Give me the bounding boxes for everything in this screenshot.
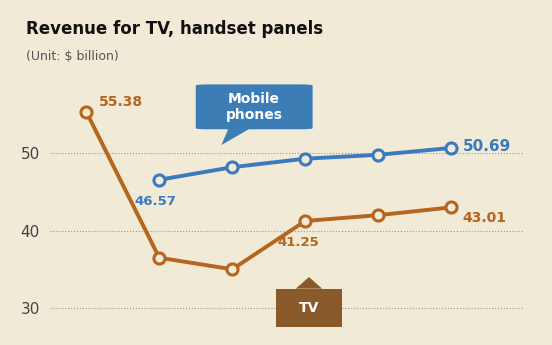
FancyBboxPatch shape xyxy=(196,85,312,129)
Text: 46.57: 46.57 xyxy=(135,195,177,208)
Text: TV: TV xyxy=(299,301,319,315)
Polygon shape xyxy=(221,128,251,145)
Text: 55.38: 55.38 xyxy=(99,95,144,109)
Text: (Unit: $ billion): (Unit: $ billion) xyxy=(26,50,119,63)
Text: 43.01: 43.01 xyxy=(463,211,506,225)
Polygon shape xyxy=(296,277,322,289)
Text: 41.25: 41.25 xyxy=(277,236,319,249)
Text: Mobile
phones: Mobile phones xyxy=(226,92,283,122)
Text: Revenue for TV, handset panels: Revenue for TV, handset panels xyxy=(26,20,323,38)
Text: 50.69: 50.69 xyxy=(463,139,511,154)
FancyBboxPatch shape xyxy=(276,289,342,327)
